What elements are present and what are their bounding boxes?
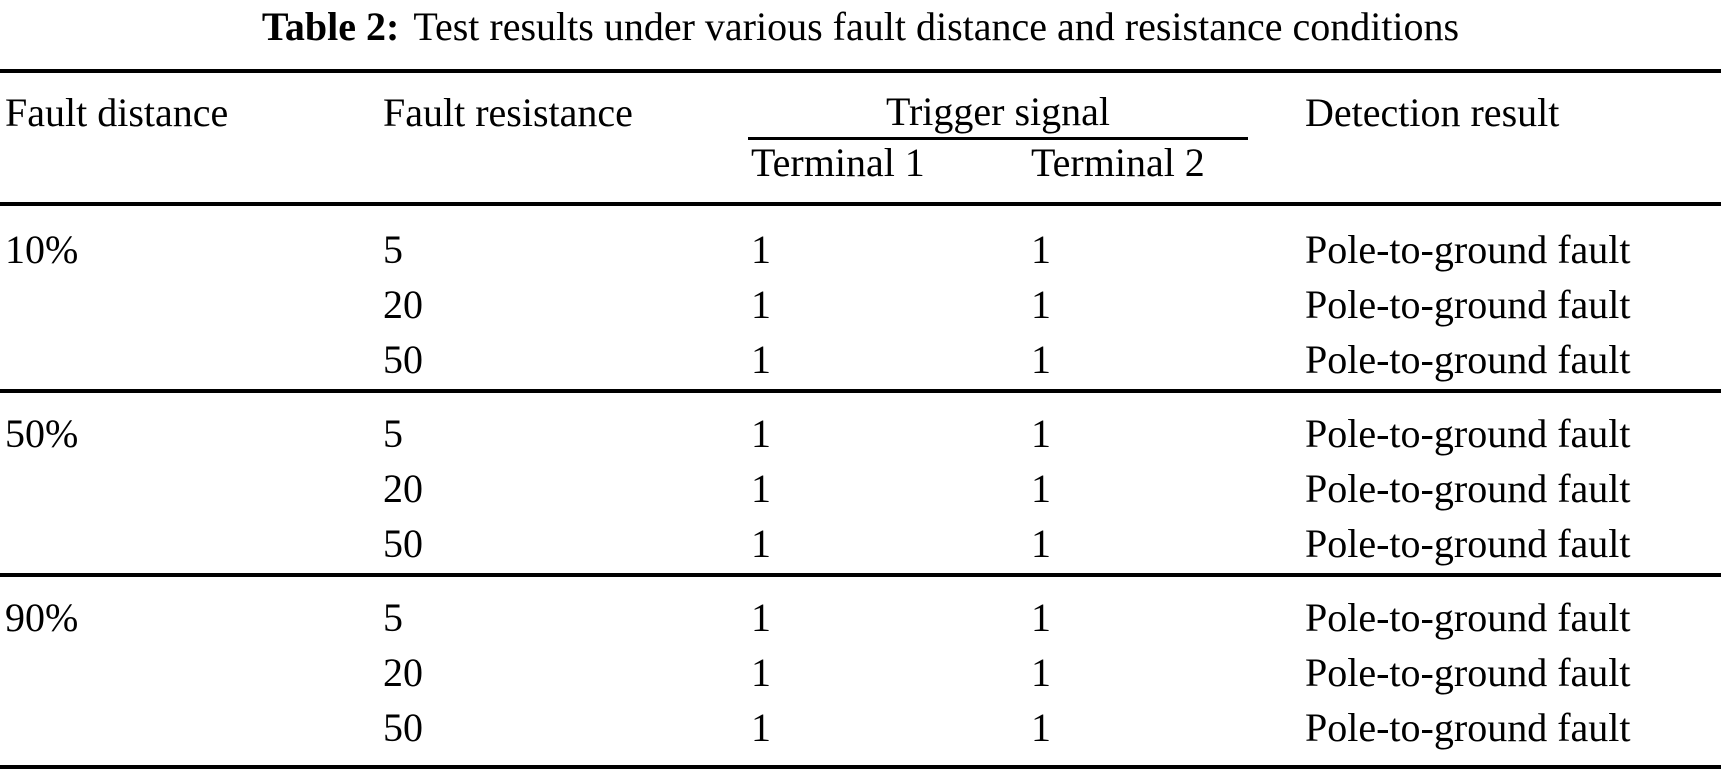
fault-distance-cell: 90%: [5, 595, 79, 640]
fault-distance-cell: [0, 279, 378, 334]
detection-result-cell: Pole-to-ground fault: [1305, 595, 1631, 640]
fault-distance-cell: 10%: [5, 227, 79, 272]
detection-result-cell: Pole-to-ground fault: [1305, 411, 1631, 456]
terminal1-cell: 1: [751, 521, 771, 566]
col-header-terminal-1: Terminal 1: [751, 140, 925, 185]
table-row: 20 1 1 Pole-to-ground fault: [0, 463, 1721, 518]
terminal2-cell: 1: [1031, 705, 1051, 750]
fault-distance-cell: [0, 702, 378, 767]
detection-result-cell: Pole-to-ground fault: [1305, 227, 1631, 272]
header-row-1: Fault distance Fault resistance Trigger …: [0, 71, 1721, 140]
terminal1-cell: 1: [751, 466, 771, 511]
fault-resistance-cell: 5: [383, 411, 403, 456]
terminal1-cell: 1: [751, 282, 771, 327]
detection-result-cell: Pole-to-ground fault: [1305, 466, 1631, 511]
spacer-cell: [1300, 140, 1721, 204]
terminal2-cell: 1: [1031, 521, 1051, 566]
col-header-trigger-signal: Trigger signal: [748, 89, 1248, 140]
detection-result-cell: Pole-to-ground fault: [1305, 337, 1631, 382]
detection-result-cell: Pole-to-ground fault: [1305, 705, 1631, 750]
table-caption: Table 2: Test results under various fault…: [0, 0, 1721, 50]
fault-resistance-cell: 20: [383, 466, 423, 511]
terminal1-cell: 1: [751, 227, 771, 272]
terminal2-cell: 1: [1031, 650, 1051, 695]
table-row: 90% 5 1 1 Pole-to-ground fault: [0, 575, 1721, 647]
fault-resistance-cell: 50: [383, 705, 423, 750]
table-row: 50 1 1 Pole-to-ground fault: [0, 702, 1721, 767]
detection-result-cell: Pole-to-ground fault: [1305, 650, 1631, 695]
table-row: 20 1 1 Pole-to-ground fault: [0, 647, 1721, 702]
table-row: 50 1 1 Pole-to-ground fault: [0, 518, 1721, 575]
col-header-fault-distance: Fault distance: [5, 90, 229, 135]
terminal2-cell: 1: [1031, 595, 1051, 640]
spacer-cell: [378, 140, 745, 204]
terminal2-cell: 1: [1031, 227, 1051, 272]
fault-resistance-cell: 50: [383, 521, 423, 566]
spacer-cell: [0, 140, 378, 204]
terminal1-cell: 1: [751, 337, 771, 382]
fault-distance-cell: [0, 518, 378, 575]
terminal2-cell: 1: [1031, 466, 1051, 511]
table-row: 10% 5 1 1 Pole-to-ground fault: [0, 204, 1721, 279]
detection-result-cell: Pole-to-ground fault: [1305, 282, 1631, 327]
table-row: 50 1 1 Pole-to-ground fault: [0, 334, 1721, 391]
fault-resistance-cell: 5: [383, 227, 403, 272]
header-row-2: Terminal 1 Terminal 2: [0, 140, 1721, 204]
table-caption-label: Table 2:: [261, 4, 400, 49]
col-header-terminal-2: Terminal 2: [1031, 140, 1205, 185]
terminal1-cell: 1: [751, 705, 771, 750]
terminal1-cell: 1: [751, 595, 771, 640]
fault-resistance-cell: 50: [383, 337, 423, 382]
table-caption-text: Test results under various fault distanc…: [413, 4, 1460, 49]
fault-distance-cell: 50%: [5, 411, 79, 456]
terminal2-cell: 1: [1031, 411, 1051, 456]
detection-result-cell: Pole-to-ground fault: [1305, 521, 1631, 566]
terminal1-cell: 1: [751, 650, 771, 695]
results-table: Fault distance Fault resistance Trigger …: [0, 69, 1721, 769]
fault-resistance-cell: 20: [383, 282, 423, 327]
fault-resistance-cell: 5: [383, 595, 403, 640]
table-row: 50% 5 1 1 Pole-to-ground fault: [0, 391, 1721, 463]
table-row: 20 1 1 Pole-to-ground fault: [0, 279, 1721, 334]
terminal2-cell: 1: [1031, 282, 1051, 327]
fault-distance-cell: [0, 647, 378, 702]
terminal1-cell: 1: [751, 411, 771, 456]
col-header-trigger-signal-cell: Trigger signal: [745, 71, 1300, 140]
fault-distance-cell: [0, 463, 378, 518]
terminal2-cell: 1: [1031, 337, 1051, 382]
fault-resistance-cell: 20: [383, 650, 423, 695]
fault-distance-cell: [0, 334, 378, 391]
col-header-detection-result: Detection result: [1305, 90, 1560, 135]
col-header-fault-resistance: Fault resistance: [383, 90, 633, 135]
